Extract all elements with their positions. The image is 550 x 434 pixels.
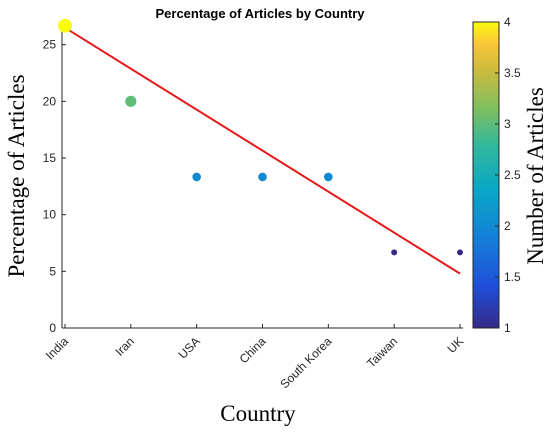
colorbar-tick-label: 2 — [504, 219, 511, 233]
colorbar-tick-label: 4 — [504, 15, 511, 29]
data-point — [58, 18, 72, 33]
y-tick-label: 5 — [49, 264, 56, 278]
trend-line — [64, 26, 461, 275]
colorbar-gradient — [472, 21, 500, 329]
x-tick-label: India — [43, 334, 72, 363]
x-tick-label: China — [237, 334, 269, 366]
colorbar-tick-label: 1.5 — [504, 270, 521, 284]
y-tick-label: 25 — [43, 38, 57, 52]
x-tick-label: Taiwan — [364, 334, 400, 370]
y-axis-label: Percentage of Articles — [4, 74, 29, 277]
x-tick-label: USA — [175, 334, 202, 361]
y-tick-label: 0 — [49, 321, 56, 335]
x-axis-label: Country — [220, 401, 296, 426]
data-point — [391, 249, 398, 256]
data-point — [192, 172, 201, 182]
y-tick-label: 10 — [43, 208, 57, 222]
y-tick-label: 15 — [43, 151, 57, 165]
colorbar-label: Number of Articles — [523, 87, 548, 265]
y-tick-label: 20 — [43, 94, 57, 108]
x-tick-label: UK — [444, 334, 466, 356]
x-tick-label: Iran — [112, 334, 137, 359]
colorbar-tick-label: 3.5 — [504, 66, 521, 80]
x-tick-label: South Korea — [277, 334, 334, 391]
data-point — [125, 95, 137, 107]
data-point — [457, 249, 463, 256]
colorbar-tick-label: 2.5 — [504, 168, 521, 182]
colorbar-tick-label: 1 — [504, 321, 511, 335]
data-point — [324, 172, 333, 182]
colorbar-tick-label: 3 — [504, 117, 511, 131]
chart-title: Percentage of Articles by Country — [155, 6, 365, 21]
colorbar: 1 1.5 2 2.5 3 3.5 4 — [472, 15, 521, 335]
plot-area: 0 5 10 15 20 25 India Iran USA China South Korea Ta… — [43, 18, 466, 391]
data-point — [258, 172, 267, 182]
